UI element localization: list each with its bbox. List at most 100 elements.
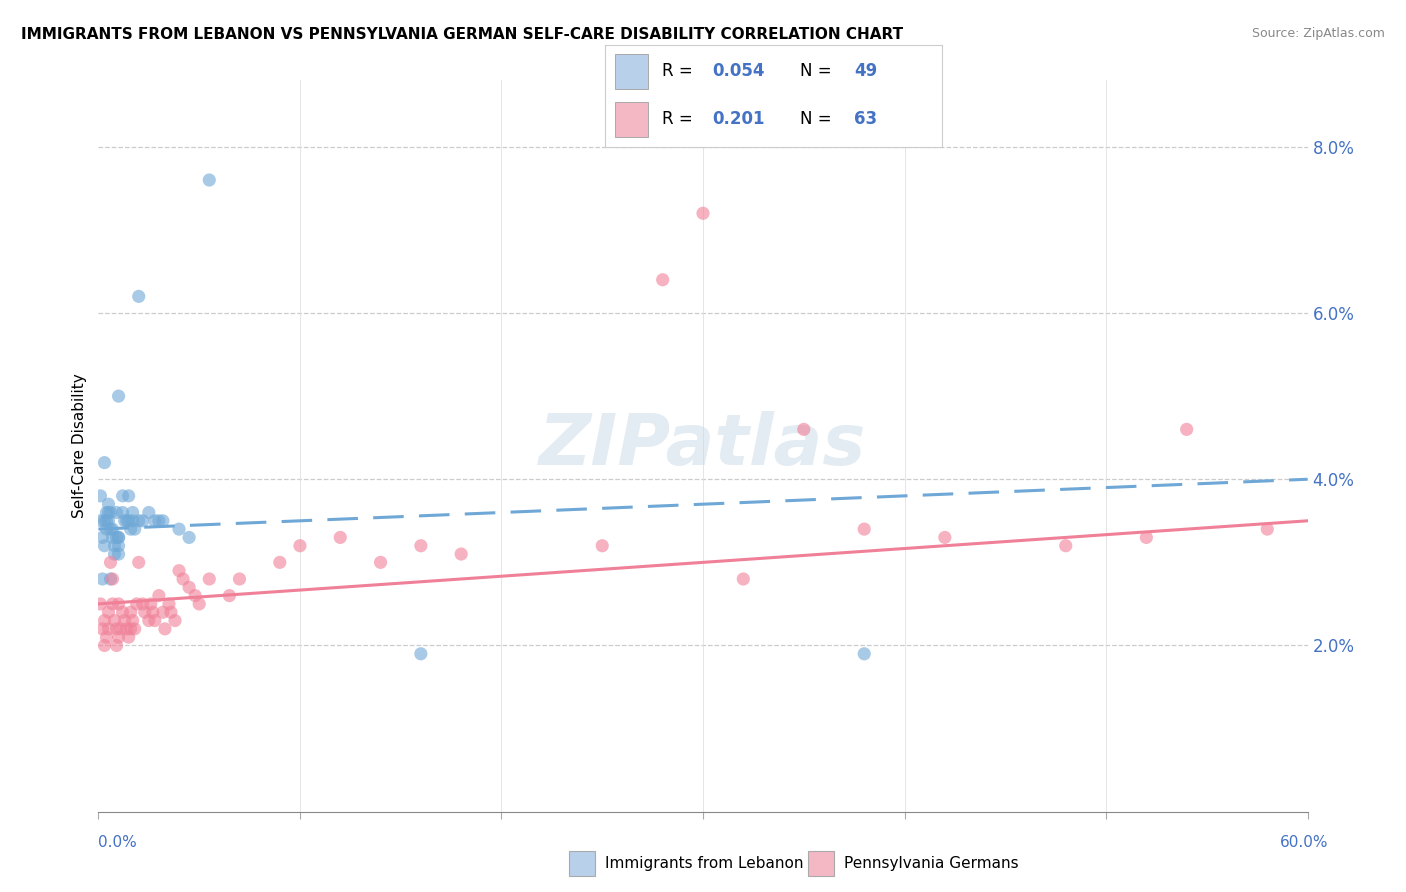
Point — [793, 422, 815, 436]
Point — [1054, 539, 1077, 553]
Point — [132, 597, 155, 611]
Point — [167, 522, 190, 536]
Point — [96, 522, 118, 536]
Point — [105, 506, 128, 520]
Point — [134, 605, 156, 619]
Point — [105, 622, 128, 636]
Point — [91, 622, 114, 636]
FancyBboxPatch shape — [614, 102, 648, 137]
Point — [329, 530, 352, 544]
Point — [142, 605, 165, 619]
Point — [853, 522, 876, 536]
Point — [103, 539, 125, 553]
Point — [91, 530, 114, 544]
Text: R =: R = — [662, 111, 703, 128]
Text: ZIPatlas: ZIPatlas — [540, 411, 866, 481]
Point — [228, 572, 250, 586]
Text: 0.0%: 0.0% — [98, 836, 138, 850]
Text: IMMIGRANTS FROM LEBANON VS PENNSYLVANIA GERMAN SELF-CARE DISABILITY CORRELATION : IMMIGRANTS FROM LEBANON VS PENNSYLVANIA … — [21, 27, 903, 42]
Point — [288, 539, 311, 553]
Point — [450, 547, 472, 561]
Text: Pennsylvania Germans: Pennsylvania Germans — [844, 856, 1018, 871]
Point — [100, 555, 122, 569]
Point — [111, 489, 134, 503]
Point — [107, 539, 129, 553]
Point — [121, 614, 143, 628]
Point — [101, 522, 124, 536]
Point — [138, 506, 160, 520]
Point — [148, 589, 170, 603]
Point — [591, 539, 613, 553]
Point — [152, 605, 174, 619]
Point — [111, 605, 134, 619]
Point — [148, 514, 170, 528]
Point — [96, 630, 118, 644]
Point — [143, 614, 166, 628]
Point — [93, 514, 115, 528]
Point — [188, 597, 211, 611]
Point — [157, 597, 180, 611]
Point — [733, 572, 755, 586]
Point — [100, 522, 122, 536]
Point — [128, 289, 150, 303]
Point — [152, 514, 174, 528]
Point — [105, 639, 128, 653]
Point — [120, 522, 142, 536]
Point — [101, 597, 124, 611]
Point — [172, 572, 194, 586]
Point — [138, 614, 160, 628]
Point — [179, 530, 201, 544]
Point — [111, 506, 134, 520]
FancyBboxPatch shape — [614, 54, 648, 88]
Point — [167, 564, 190, 578]
Point — [103, 547, 125, 561]
Point — [100, 506, 122, 520]
Point — [198, 572, 221, 586]
Point — [110, 622, 132, 636]
Point — [121, 514, 143, 528]
Point — [124, 522, 146, 536]
Point — [107, 630, 129, 644]
Point — [128, 555, 150, 569]
Point — [96, 514, 118, 528]
Point — [103, 614, 125, 628]
Text: 0.201: 0.201 — [713, 111, 765, 128]
Point — [651, 273, 673, 287]
Point — [118, 489, 141, 503]
Point — [121, 506, 143, 520]
Point — [118, 514, 141, 528]
Point — [97, 506, 120, 520]
Point — [409, 647, 432, 661]
Point — [115, 514, 138, 528]
Text: R =: R = — [662, 62, 697, 80]
Point — [93, 539, 115, 553]
Point — [93, 639, 115, 653]
Point — [100, 572, 122, 586]
Point — [163, 614, 186, 628]
Point — [115, 622, 138, 636]
Point — [107, 547, 129, 561]
Point — [91, 572, 114, 586]
Point — [124, 622, 146, 636]
Text: 0.054: 0.054 — [713, 62, 765, 80]
Point — [1256, 522, 1278, 536]
Point — [107, 530, 129, 544]
Point — [101, 530, 124, 544]
Point — [120, 605, 142, 619]
Point — [97, 622, 120, 636]
Point — [89, 514, 111, 528]
Point — [198, 173, 221, 187]
Point — [101, 572, 124, 586]
Text: 60.0%: 60.0% — [1281, 836, 1329, 850]
Point — [853, 647, 876, 661]
Point — [118, 630, 141, 644]
Point — [89, 597, 111, 611]
Point — [107, 597, 129, 611]
Text: N =: N = — [800, 62, 837, 80]
Point — [692, 206, 714, 220]
Point — [97, 514, 120, 528]
Point — [125, 597, 148, 611]
Text: N =: N = — [800, 111, 837, 128]
Y-axis label: Self-Care Disability: Self-Care Disability — [72, 374, 87, 518]
Point — [96, 506, 118, 520]
